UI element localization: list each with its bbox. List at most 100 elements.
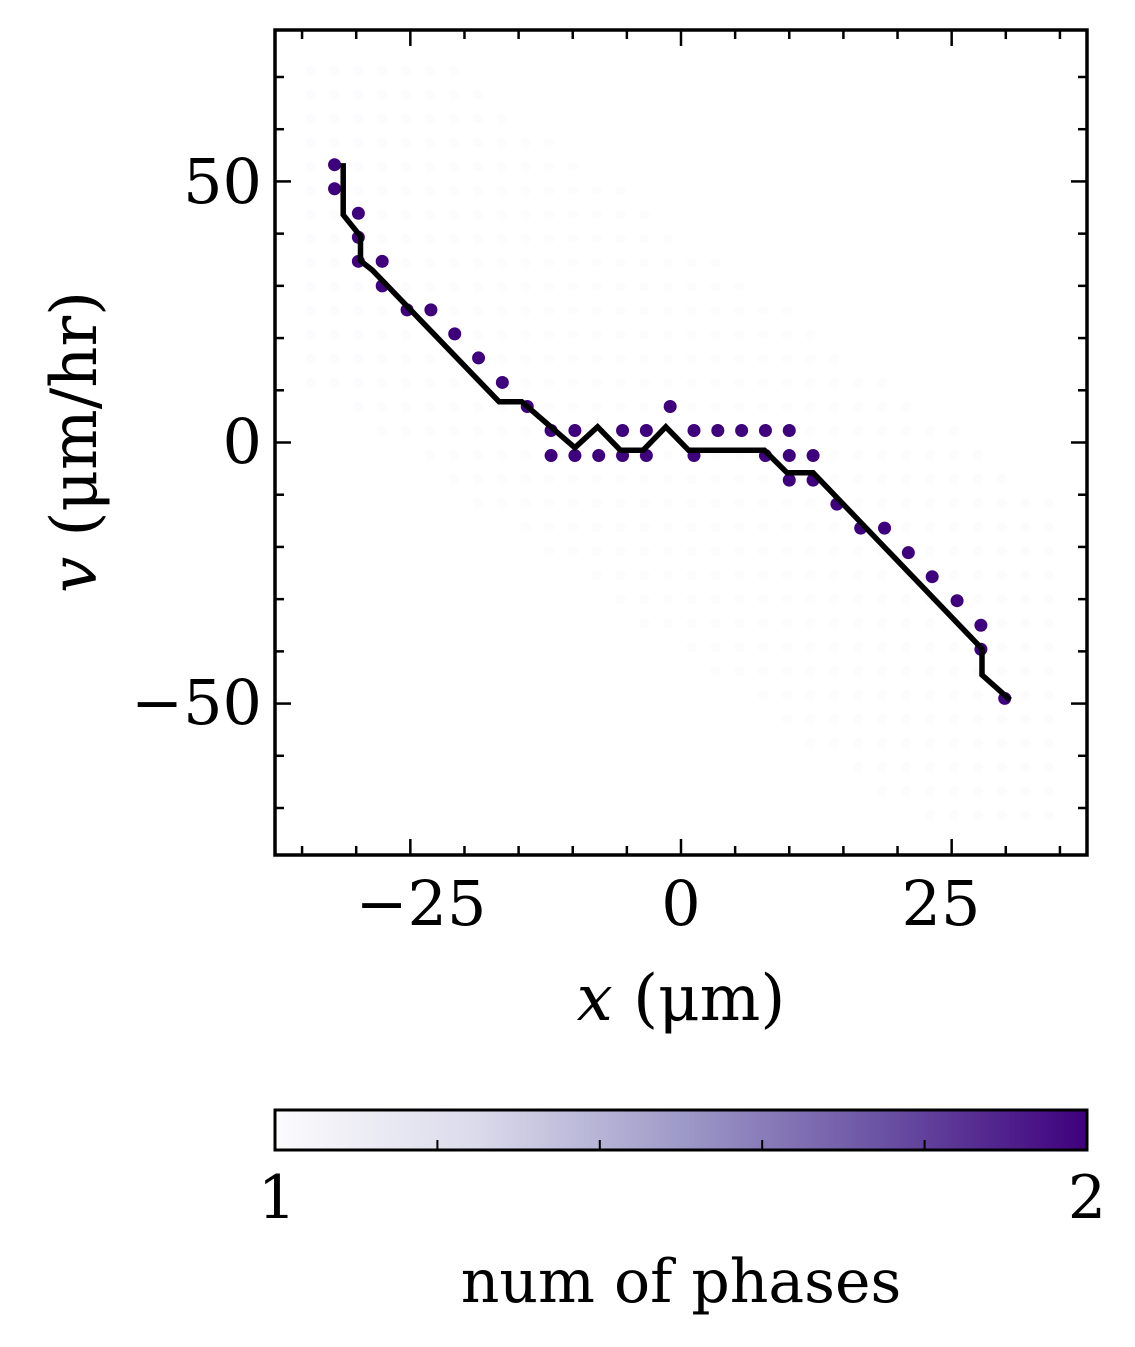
- grid-point: [877, 762, 888, 773]
- grid-point: [448, 305, 459, 316]
- grid-point: [925, 546, 936, 557]
- grid-point: [1044, 642, 1055, 653]
- grid-point: [877, 786, 888, 797]
- grid-point: [329, 137, 340, 148]
- grid-point: [448, 401, 459, 412]
- grid-point: [496, 305, 507, 316]
- grid-point: [758, 305, 769, 316]
- grid-point: [805, 594, 816, 605]
- grid-point: [686, 377, 697, 388]
- grid-point: [353, 281, 364, 292]
- grid-point: [948, 810, 959, 821]
- grid-point: [925, 474, 936, 485]
- grid-point: [448, 65, 459, 76]
- grid-point: [496, 426, 507, 437]
- grid-point: [377, 401, 388, 412]
- grid-point: [663, 522, 674, 533]
- grid-point: [972, 690, 983, 701]
- grid-point: [424, 257, 435, 268]
- grid-point: [663, 233, 674, 244]
- grid-point: [972, 786, 983, 797]
- grid-point: [877, 474, 888, 485]
- grid-point: [782, 401, 793, 412]
- two-phase-point: [568, 423, 582, 437]
- grid-point: [448, 257, 459, 268]
- grid-point: [353, 353, 364, 364]
- two-phase-point: [495, 375, 509, 389]
- grid-point: [1020, 714, 1031, 725]
- grid-point: [353, 377, 364, 388]
- grid-point: [758, 329, 769, 340]
- grid-point: [377, 185, 388, 196]
- grid-point: [663, 450, 674, 461]
- grid-point: [448, 89, 459, 100]
- grid-point: [424, 401, 435, 412]
- grid-point: [829, 450, 840, 461]
- grid-point: [901, 738, 912, 749]
- grid-point: [377, 329, 388, 340]
- x-axis-label: x (μm): [577, 962, 786, 1036]
- grid-point: [448, 450, 459, 461]
- grid-point: [591, 305, 602, 316]
- grid-point: [448, 113, 459, 124]
- two-phase-point: [663, 399, 677, 413]
- grid-point: [710, 642, 721, 653]
- grid-point: [448, 426, 459, 437]
- grid-point: [567, 353, 578, 364]
- grid-point: [853, 498, 864, 509]
- grid-point: [710, 377, 721, 388]
- grid-point: [472, 209, 483, 220]
- grid-point: [686, 257, 697, 268]
- grid-point: [734, 498, 745, 509]
- grid-point: [686, 353, 697, 364]
- grid-point: [972, 594, 983, 605]
- grid-point: [925, 690, 936, 701]
- grid-point: [925, 666, 936, 677]
- grid-point: [543, 401, 554, 412]
- grid-point: [543, 377, 554, 388]
- grid-point: [782, 570, 793, 581]
- grid-point: [305, 233, 316, 244]
- grid-point: [829, 522, 840, 533]
- grid-point: [401, 401, 412, 412]
- grid-point: [1020, 594, 1031, 605]
- grid-point: [329, 257, 340, 268]
- grid-point: [925, 498, 936, 509]
- grid-point: [925, 738, 936, 749]
- two-phase-point: [424, 303, 438, 317]
- grid-point: [758, 377, 769, 388]
- grid-point: [448, 281, 459, 292]
- grid-point: [758, 401, 769, 412]
- grid-point: [901, 714, 912, 725]
- grid-point: [591, 257, 602, 268]
- grid-point: [829, 377, 840, 388]
- grid-point: [377, 426, 388, 437]
- grid-point: [829, 618, 840, 629]
- grid-point: [877, 377, 888, 388]
- grid-point: [639, 257, 650, 268]
- grid-point: [663, 329, 674, 340]
- grid-point: [853, 762, 864, 773]
- grid-point: [496, 498, 507, 509]
- grid-point: [972, 762, 983, 773]
- colorbar-tick-label: 1: [258, 1163, 296, 1233]
- grid-point: [639, 498, 650, 509]
- two-phase-point: [711, 423, 725, 437]
- grid-point: [472, 401, 483, 412]
- grid-point: [663, 281, 674, 292]
- grid-point: [829, 666, 840, 677]
- grid-point: [520, 257, 531, 268]
- grid-point: [305, 305, 316, 316]
- grid-point: [520, 329, 531, 340]
- grid-point: [639, 618, 650, 629]
- grid-point: [1020, 738, 1031, 749]
- grid-point: [829, 546, 840, 557]
- grid-point: [520, 305, 531, 316]
- grid-point: [639, 522, 650, 533]
- grid-point: [877, 690, 888, 701]
- grid-point: [1044, 498, 1055, 509]
- grid-point: [805, 353, 816, 364]
- grid-point: [353, 329, 364, 340]
- grid-point: [805, 329, 816, 340]
- grid-point: [853, 714, 864, 725]
